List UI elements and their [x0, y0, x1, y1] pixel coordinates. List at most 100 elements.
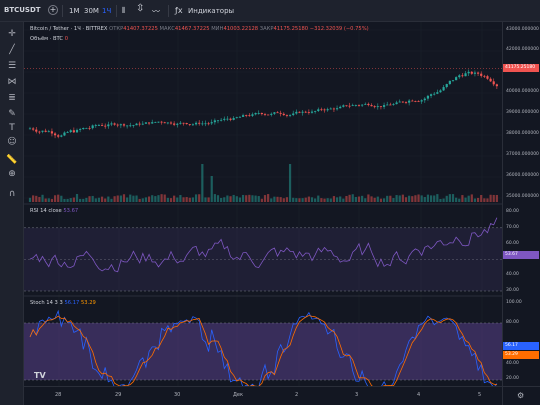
candle-body	[404, 102, 408, 103]
main-legend: Bitcoin / Tether · 1Ч · BITTREX ОТКР4140…	[30, 26, 369, 32]
chart-canvas[interactable]	[24, 22, 502, 386]
top-toolbar: BTCUSDT + 1M 30M 1Ч ⫴ ⇳ 〰 ƒx Индикаторы	[0, 0, 540, 22]
emoji-icon[interactable]: ☺	[7, 137, 17, 147]
candle-body	[476, 72, 480, 74]
rsi-tick: 80.00	[506, 209, 519, 214]
crosshair-icon[interactable]: ✛	[8, 29, 16, 39]
ruler-icon[interactable]: 📏	[6, 155, 18, 165]
divider	[116, 5, 117, 17]
candle-body	[235, 117, 238, 119]
volume-bar	[398, 195, 401, 202]
candle-body	[379, 106, 383, 108]
volume-bar	[464, 197, 467, 202]
time-tick: 30	[174, 392, 181, 398]
stoch-label[interactable]: Stoch 14 3 3	[30, 300, 63, 306]
volume-bar	[144, 197, 148, 202]
volume-bar	[204, 197, 207, 202]
candle-body	[63, 132, 66, 136]
brush-icon[interactable]: ✎	[8, 109, 16, 119]
time-axis[interactable]: 28 29 30 Дек 2 3 4 5	[24, 386, 502, 405]
fib-icon[interactable]: ≣	[8, 93, 16, 103]
volume-bar	[110, 198, 113, 202]
candle-body	[213, 120, 216, 123]
volume-bar	[395, 195, 398, 202]
compare-add-button[interactable]: +	[48, 5, 58, 15]
volume-bar	[298, 198, 301, 202]
zoom-icon[interactable]: ⊕	[8, 169, 16, 179]
timeframe-30m[interactable]: 30M	[84, 7, 99, 15]
horizontal-lines-icon[interactable]: ☰	[7, 61, 17, 71]
candle-body	[354, 105, 357, 106]
volume-bar	[119, 195, 122, 202]
volume-bar	[483, 198, 486, 202]
candle-body	[132, 125, 135, 126]
volume-bar	[445, 195, 448, 202]
volume-bar	[361, 195, 364, 202]
volume-bar	[35, 195, 38, 202]
candle-body	[367, 103, 370, 106]
volume-bar	[423, 197, 426, 202]
candle-body	[351, 105, 354, 107]
volume-bar	[245, 195, 248, 202]
volume-bar	[32, 195, 35, 202]
volume-bar	[442, 198, 445, 202]
volume-bar	[392, 198, 395, 202]
candle-body	[364, 103, 367, 105]
candles-icon[interactable]: ⇳	[136, 3, 145, 14]
volume-bar	[389, 195, 392, 202]
candle-body	[254, 113, 257, 115]
timeframe-1h[interactable]: 1Ч	[102, 7, 112, 15]
volume-bar	[122, 194, 126, 202]
line-chart-icon[interactable]: 〰	[152, 7, 160, 16]
magnet-icon[interactable]: ∩	[8, 189, 16, 199]
rsi-label[interactable]: RSI 14 close	[30, 208, 62, 214]
volume-bar	[351, 194, 354, 202]
volume-bar	[455, 197, 458, 202]
settings-corner[interactable]: ⚙	[502, 386, 540, 405]
candle-body	[207, 123, 210, 125]
volume-label[interactable]: Объём · BTC	[30, 36, 64, 42]
timeframe-1m[interactable]: 1M	[69, 7, 80, 15]
volume-bar	[461, 195, 464, 202]
volume-bar	[448, 194, 451, 202]
volume-bar	[414, 195, 417, 202]
candle-body	[339, 106, 342, 109]
text-icon[interactable]: T	[9, 123, 15, 133]
volume-bar	[411, 196, 414, 202]
pattern-icon[interactable]: ⋈	[7, 77, 17, 87]
indicators-icon[interactable]: ƒx	[175, 6, 183, 15]
candle-body	[464, 73, 467, 77]
volume-bar	[41, 194, 44, 202]
volume-bar	[323, 198, 326, 202]
bar-style-icon[interactable]: ⫴	[122, 6, 126, 15]
gear-icon[interactable]: ⚙	[517, 391, 525, 400]
candle-body	[417, 101, 420, 103]
volume-bar	[229, 196, 232, 202]
time-tick: 2	[295, 392, 299, 398]
volume-bar	[104, 198, 107, 202]
divider	[168, 5, 169, 17]
change-value: −312.32039 (−0.75%)	[309, 26, 369, 32]
candle-body	[160, 121, 163, 123]
stoch-d-badge: 53.29	[503, 351, 539, 359]
stoch-tick: 100.00	[506, 300, 522, 305]
price-tick: 37000.000000	[506, 152, 539, 157]
candle-body	[216, 120, 220, 122]
legend-symbol-title[interactable]: Bitcoin / Tether · 1Ч · BITTREX	[30, 26, 108, 32]
candle-body	[329, 108, 332, 110]
stoch-tick: 40.00	[506, 361, 519, 366]
price-axis[interactable]: 43000.000000 42000.000000 40000.000000 3…	[502, 22, 540, 386]
volume-bar	[223, 197, 226, 202]
volume-bar	[404, 197, 408, 202]
candle-body	[204, 123, 207, 125]
rsi-tick: 30.00	[506, 288, 519, 293]
stoch-k-line	[29, 309, 498, 386]
volume-bar	[439, 198, 442, 202]
time-tick: 4	[417, 392, 421, 398]
trend-line-icon[interactable]: ╱	[9, 45, 15, 55]
volume-bar	[326, 198, 329, 202]
symbol-search[interactable]: BTCUSDT	[4, 6, 41, 14]
candle-body	[157, 121, 160, 123]
candle-body	[141, 123, 144, 125]
indicators-button[interactable]: Индикаторы	[188, 7, 235, 15]
